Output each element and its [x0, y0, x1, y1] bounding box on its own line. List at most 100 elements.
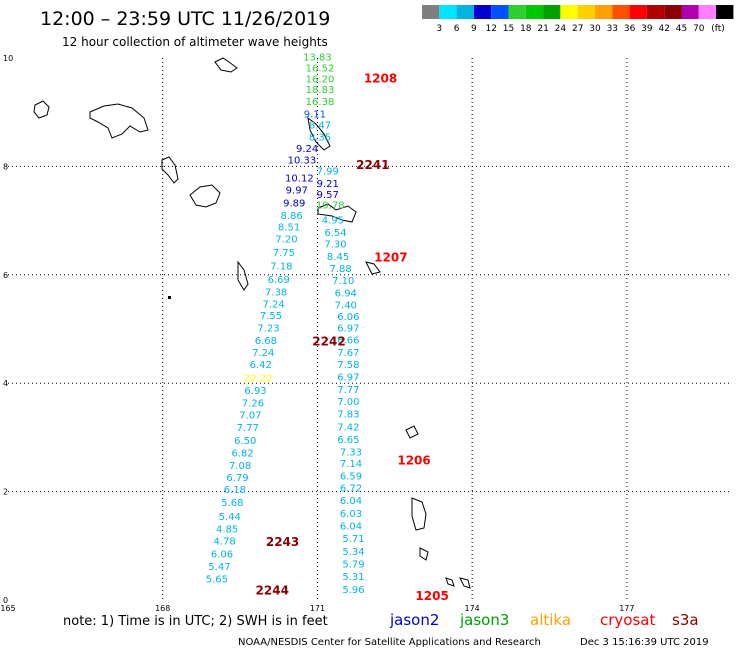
- scale-swatch: [595, 5, 613, 19]
- generated-timestamp: Dec 3 15:16:39 UTC 2019: [580, 637, 709, 648]
- scale-swatch: [560, 5, 578, 19]
- wave-height-reading: 7.24: [252, 348, 274, 359]
- lat-lon-grid: 165 168 171 174 177 0 2 4 6 8 10: [0, 54, 730, 613]
- wave-height-reading: 7.77: [237, 423, 259, 434]
- wave-height-reading: 5.31: [342, 572, 364, 583]
- wave-height-color-scale: 3 6 9 12 15 18 21 24 27 30 33 36 39 42 45 70 (ft): [422, 5, 734, 34]
- island-outline: [33, 100, 50, 119]
- latitude-tick-label: 0: [3, 596, 8, 605]
- scale-label: 45: [676, 24, 687, 34]
- wave-height-reading: 16.20: [306, 74, 335, 85]
- scale-label: 12: [485, 24, 496, 34]
- units-note: note: 1) Time is in UTC; 2) SWH is in fe…: [63, 614, 328, 629]
- pass-labels: 1208 2241 1207 2242 1206 2243 2244 1205: [256, 71, 449, 603]
- wave-height-reading: 7.18: [270, 261, 292, 272]
- island-outline: [445, 577, 455, 587]
- wave-height-readings: 13.8316.5216.2018.8316.389.118.478.359.2…: [206, 53, 365, 596]
- wave-height-reading: 7.38: [265, 287, 287, 298]
- island-outline: [307, 116, 331, 151]
- wave-height-reading: 7.42: [337, 422, 359, 433]
- island-outline: [419, 547, 429, 561]
- wave-height-reading: 6.04: [340, 496, 362, 507]
- island-outline: [405, 425, 419, 439]
- scale-swatch: [543, 5, 561, 19]
- scale-swatch: [646, 5, 665, 19]
- island-outline: [189, 184, 221, 208]
- island-outline: [168, 296, 171, 299]
- scale-swatch: [508, 5, 526, 19]
- wave-height-reading: 13.83: [303, 53, 332, 64]
- satellite-name-cryosat: cryosat: [600, 611, 655, 629]
- wave-height-reading: 7.40: [335, 300, 357, 311]
- wave-height-reading: 7.24: [262, 299, 284, 310]
- latitude-tick-label: 6: [3, 271, 8, 280]
- wave-height-reading: 7.14: [340, 459, 362, 470]
- pass-number-label: 1208: [364, 71, 397, 85]
- wave-height-reading: 6.97: [337, 324, 359, 335]
- wave-height-reading: 7.00: [337, 397, 359, 408]
- wave-height-reading: 7.10: [332, 276, 354, 287]
- wave-height-reading: 5.71: [342, 534, 364, 545]
- scale-label: 30: [589, 24, 601, 34]
- wave-height-reading: 7.26: [242, 399, 264, 410]
- wave-height-reading: 9.57: [317, 190, 339, 201]
- wave-height-reading: 7.20: [275, 234, 297, 245]
- wave-height-reading: 5.44: [219, 512, 241, 523]
- pass-number-label: 2244: [256, 584, 289, 598]
- scale-swatch: [664, 5, 682, 19]
- scale-swatch: [698, 5, 717, 19]
- latitude-tick-label: 8: [3, 162, 8, 171]
- wave-height-reading: 6.06: [337, 312, 359, 323]
- wave-height-reading: 9.97: [286, 186, 308, 197]
- wave-height-reading: 7.99: [317, 167, 339, 178]
- wave-height-reading: 6.68: [255, 336, 277, 347]
- wave-height-reading: 18.83: [306, 85, 335, 96]
- wave-height-reading: 5.96: [342, 585, 364, 596]
- wave-height-reading: 6.66: [337, 336, 359, 347]
- satellite-name-jason2: jason2: [389, 611, 439, 629]
- island-outline: [459, 577, 471, 589]
- longitude-tick-label: 171: [310, 604, 325, 613]
- latitude-tick-label: 2: [3, 488, 8, 497]
- scale-label: 27: [572, 24, 583, 34]
- wave-height-reading: 8.51: [278, 222, 300, 233]
- scale-label: 24: [555, 24, 567, 34]
- pass-number-label: 2241: [356, 158, 389, 172]
- satellite-name-jason3: jason3: [459, 611, 509, 629]
- wave-height-reading: 10.33: [288, 156, 317, 167]
- wave-height-reading: 7.58: [337, 360, 359, 371]
- longitude-tick-label: 177: [619, 604, 634, 613]
- pass-number-label: 1207: [374, 250, 407, 264]
- scale-label: 6: [454, 24, 460, 34]
- wave-height-reading: 10.12: [285, 174, 314, 185]
- wave-height-reading: 7.67: [337, 348, 359, 359]
- wave-height-reading: 7.88: [330, 264, 352, 275]
- scale-label: 36: [624, 24, 636, 34]
- wave-height-reading: 6.04: [340, 522, 362, 533]
- wave-height-reading: 16.38: [306, 97, 335, 108]
- wave-height-reading: 6.42: [250, 360, 272, 371]
- wave-height-reading: 22.22: [244, 374, 273, 385]
- wave-height-reading: 8.35: [309, 132, 331, 143]
- scale-label: 39: [641, 24, 653, 34]
- wave-height-reading: 6.82: [232, 448, 254, 459]
- pass-number-label: 2242: [312, 334, 345, 348]
- wave-height-reading: 4.95: [322, 215, 344, 226]
- wave-height-reading: 19.78: [316, 201, 345, 212]
- scale-label: 21: [537, 24, 548, 34]
- wave-height-reading: 5.47: [208, 562, 230, 573]
- scale-swatch: [612, 5, 630, 19]
- island-outline: [237, 260, 249, 291]
- satellite-name-altika: altika: [530, 611, 571, 629]
- pass-number-label: 1206: [397, 454, 430, 468]
- wave-height-reading: 6.97: [337, 372, 359, 383]
- wave-height-reading: 7.08: [229, 461, 251, 472]
- scale-label: 15: [503, 24, 514, 34]
- pass-number-label: 1205: [415, 589, 448, 603]
- scale-label: 18: [520, 24, 532, 34]
- wave-height-reading: 7.75: [273, 248, 295, 259]
- wave-height-reading: 6.54: [324, 228, 346, 239]
- wave-height-reading: 7.83: [337, 409, 359, 420]
- scale-label: 3: [436, 24, 442, 34]
